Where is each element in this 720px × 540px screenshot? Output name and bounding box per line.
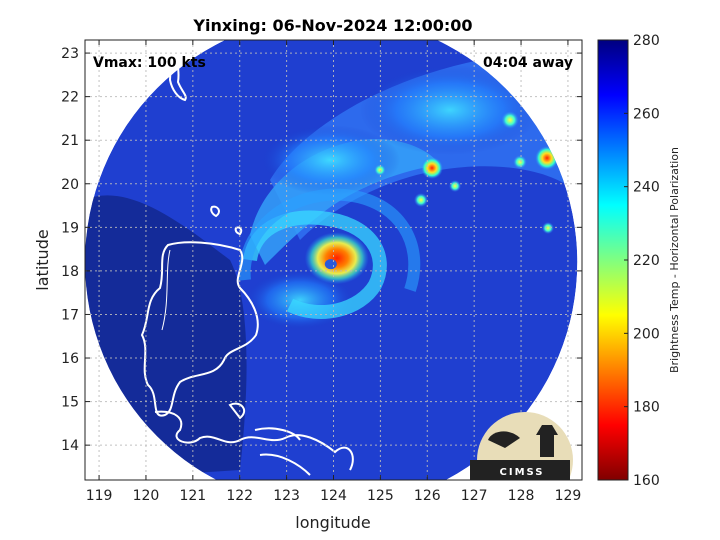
x-tick-label: 125 <box>367 488 394 504</box>
colorbar-tick-label: 180 <box>633 400 660 416</box>
y-tick-label: 20 <box>61 177 79 193</box>
convective-cell <box>501 111 519 129</box>
cloud-glow-ne <box>360 65 540 155</box>
vmax-annotation: Vmax: 100 kts <box>93 55 206 71</box>
spiral-band <box>243 210 387 319</box>
colorbar-ticks: 160 180 200 220 240 260 280 <box>624 33 660 489</box>
colorbar-tick-label: 220 <box>633 253 660 269</box>
cloud-glow-north <box>260 125 400 195</box>
colorbar-tick-label: 260 <box>633 106 660 122</box>
island-small <box>234 226 243 236</box>
colorbar-tick-label: 200 <box>633 326 660 342</box>
x-tick-label: 129 <box>555 488 582 504</box>
logo-bar <box>470 460 570 480</box>
y-tick-label: 14 <box>61 438 79 454</box>
x-tick-label: 122 <box>226 488 253 504</box>
luzon-coast-inner <box>161 249 171 331</box>
y-axis-label: latitude <box>33 229 52 290</box>
x-tick-label: 120 <box>133 488 160 504</box>
x-tick-label: 124 <box>320 488 347 504</box>
x-axis-label: longitude <box>295 513 370 532</box>
y-tick-label: 22 <box>61 90 79 106</box>
x-tick-label: 126 <box>414 488 441 504</box>
x-axis-ticks: 119 120 121 122 123 124 125 126 127 128 129 <box>86 40 582 504</box>
cimss-logo: CIMSS <box>470 412 573 480</box>
y-tick-label: 16 <box>61 351 79 367</box>
convective-cell <box>414 193 428 207</box>
colorbar-label: Brightness Temp - Horizontal Polarizatio… <box>668 147 681 373</box>
y-tick-label: 15 <box>61 395 79 411</box>
x-tick-label: 128 <box>508 488 535 504</box>
colorbar-tick-label: 160 <box>633 473 660 489</box>
logo-text: CIMSS <box>500 467 545 478</box>
y-axis-ticks: 14 15 16 17 18 19 20 21 22 23 <box>61 46 582 454</box>
taiwan-coast <box>168 40 187 102</box>
plot-area: CIMSS <box>85 40 582 480</box>
convective-cell <box>449 180 461 192</box>
x-tick-label: 123 <box>273 488 300 504</box>
spiral-band-outer <box>238 188 421 292</box>
colorbar-tick-label: 280 <box>633 33 660 49</box>
chart-title: Yinxing: 06-Nov-2024 12:00:00 <box>192 16 472 35</box>
time-away-annotation: 04:04 away <box>483 55 573 71</box>
x-tick-label: 119 <box>86 488 113 504</box>
convective-cell <box>421 157 443 179</box>
colorbar-tick-label: 240 <box>633 180 660 196</box>
microwave-swath <box>85 40 578 480</box>
y-tick-label: 18 <box>61 264 79 280</box>
dish-icon <box>488 431 520 448</box>
y-tick-label: 19 <box>61 220 79 236</box>
y-tick-label: 21 <box>61 133 79 149</box>
y-tick-label: 23 <box>61 46 79 62</box>
eye <box>324 259 337 270</box>
convective-cell <box>542 222 554 234</box>
x-tick-label: 121 <box>179 488 206 504</box>
water-tower-icon <box>540 435 554 457</box>
convective-cell <box>513 155 527 169</box>
colorbar <box>597 39 629 481</box>
tower-top <box>536 425 558 435</box>
y-tick-label: 17 <box>61 307 79 323</box>
eyewall <box>304 232 369 285</box>
island-north <box>210 205 220 218</box>
x-tick-label: 127 <box>461 488 488 504</box>
grid <box>85 40 582 480</box>
